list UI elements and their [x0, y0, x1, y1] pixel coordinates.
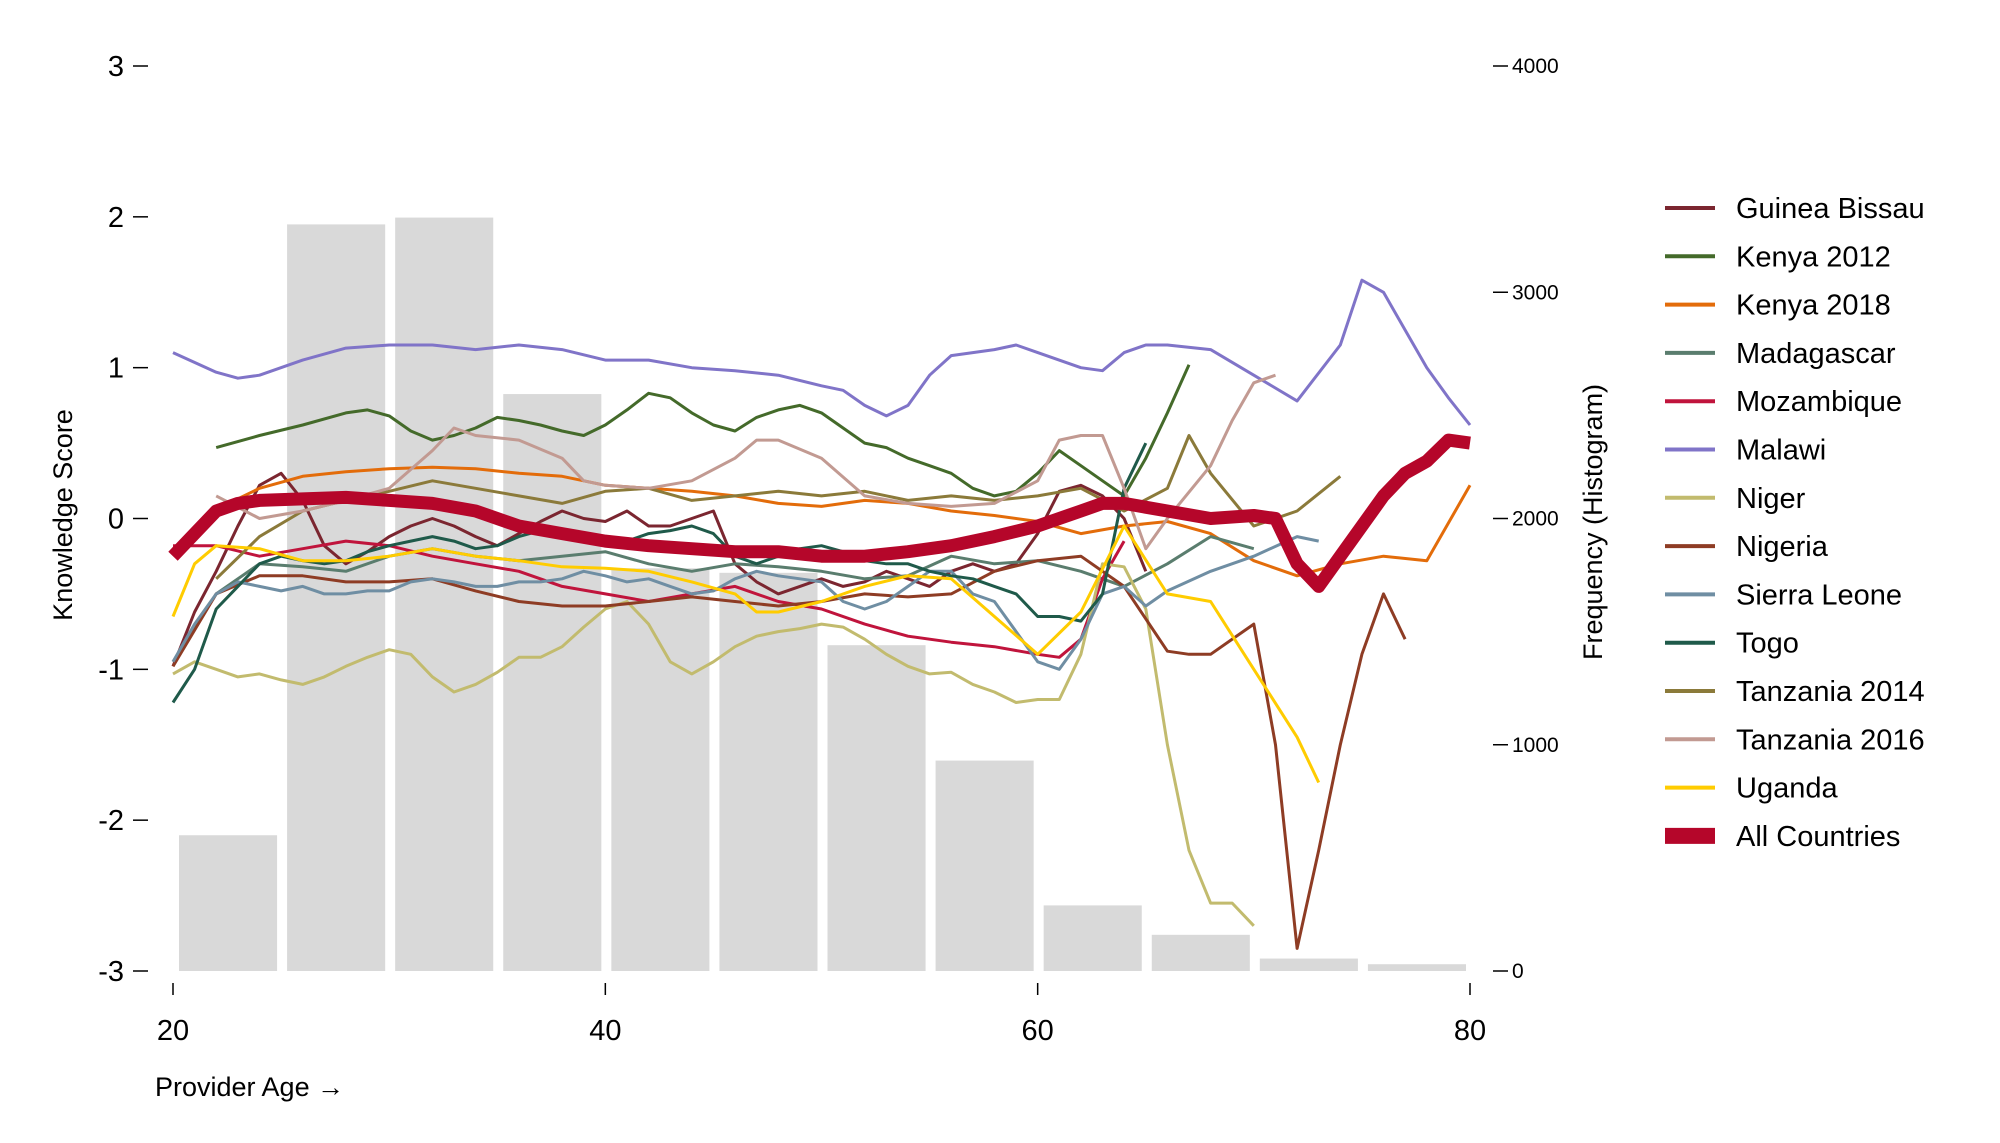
series-line-sierra-leone	[171, 535, 1320, 671]
histogram-bar-5	[719, 572, 818, 971]
histogram-bar-11	[1367, 964, 1466, 971]
histogram-bar-10	[1259, 958, 1358, 971]
left-y-axis: 3 2 1 0 -1 -2 -3	[98, 51, 148, 988]
histogram-bar-2	[395, 217, 494, 971]
y-tick-label: -3	[98, 956, 124, 988]
y-tick-label: 3	[108, 51, 124, 83]
y2-tick-label: 3000	[1512, 281, 1559, 304]
histogram-bar-1	[287, 224, 386, 971]
y-axis-label: Knowledge Score	[48, 409, 78, 621]
y2-tick-label: 4000	[1512, 55, 1559, 78]
legend-label: Madagascar	[1736, 338, 1896, 370]
series-line-togo	[171, 442, 1148, 704]
x-tick-label: 20	[157, 1015, 189, 1047]
series-line-niger	[172, 562, 1255, 927]
y-tick-label: -1	[98, 654, 124, 686]
series-line-kenya-2018	[215, 465, 1472, 578]
series-line-tanzania-2016	[215, 373, 1276, 551]
histogram-bar-8	[1043, 905, 1142, 971]
histogram-bar-4	[611, 568, 710, 971]
legend-label: Tanzania 2016	[1736, 724, 1925, 756]
histogram-bar-7	[935, 760, 1034, 971]
y2-tick-label: 0	[1512, 960, 1524, 983]
legend-label: Togo	[1736, 628, 1799, 660]
y2-tick-label: 1000	[1512, 734, 1559, 757]
legend-label: Uganda	[1736, 773, 1838, 805]
histogram-bar-0	[179, 835, 278, 971]
y-tick-label: -2	[98, 805, 124, 837]
legend-label: All Countries	[1736, 821, 1900, 853]
series-line-nigeria	[171, 554, 1407, 950]
histogram-bar-9	[1151, 934, 1250, 971]
series-line-madagascar	[171, 535, 1255, 663]
y-tick-label: 2	[108, 202, 124, 234]
legend-label: Kenya 2018	[1736, 290, 1891, 322]
x-tick-label: 60	[1022, 1015, 1054, 1047]
series-line-kenya-2012	[215, 364, 1191, 498]
y-tick-label: 0	[108, 504, 124, 536]
y2-axis-label: Frequency (Histogram)	[1578, 384, 1608, 660]
right-y-axis: 4000 3000 2000 1000 0	[1493, 55, 1559, 983]
legend: Guinea Bissau Kenya 2012 Kenya 2018 Madagas…	[1665, 193, 1925, 853]
x-axis: 20 40 60 80	[157, 983, 1486, 1047]
legend-label: Sierra Leone	[1736, 579, 1902, 611]
legend-label: Tanzania 2014	[1736, 676, 1925, 708]
x-tick-label: 80	[1454, 1015, 1486, 1047]
legend-label: Mozambique	[1736, 386, 1902, 418]
legend-label: Niger	[1736, 483, 1806, 515]
series-lines	[168, 278, 1472, 950]
series-line-tanzania-2014	[215, 434, 1342, 580]
x-tick-label: 40	[589, 1015, 621, 1047]
series-line-uganda	[171, 524, 1321, 784]
series-line-malawi	[172, 278, 1472, 426]
legend-label: Malawi	[1736, 435, 1826, 467]
histogram-bar-3	[503, 394, 602, 971]
legend-label: Guinea Bissau	[1736, 193, 1925, 225]
histogram-bar-6	[827, 645, 926, 971]
series-line-all-countries	[168, 433, 1471, 593]
x-axis-label: Provider Age →	[155, 1072, 344, 1102]
histogram-bars	[179, 217, 1466, 971]
legend-label: Kenya 2012	[1736, 241, 1891, 273]
y-tick-label: 1	[108, 353, 124, 385]
legend-label: Nigeria	[1736, 531, 1829, 563]
series-line-guinea-bissau	[171, 471, 1148, 667]
y2-tick-label: 2000	[1512, 508, 1559, 531]
